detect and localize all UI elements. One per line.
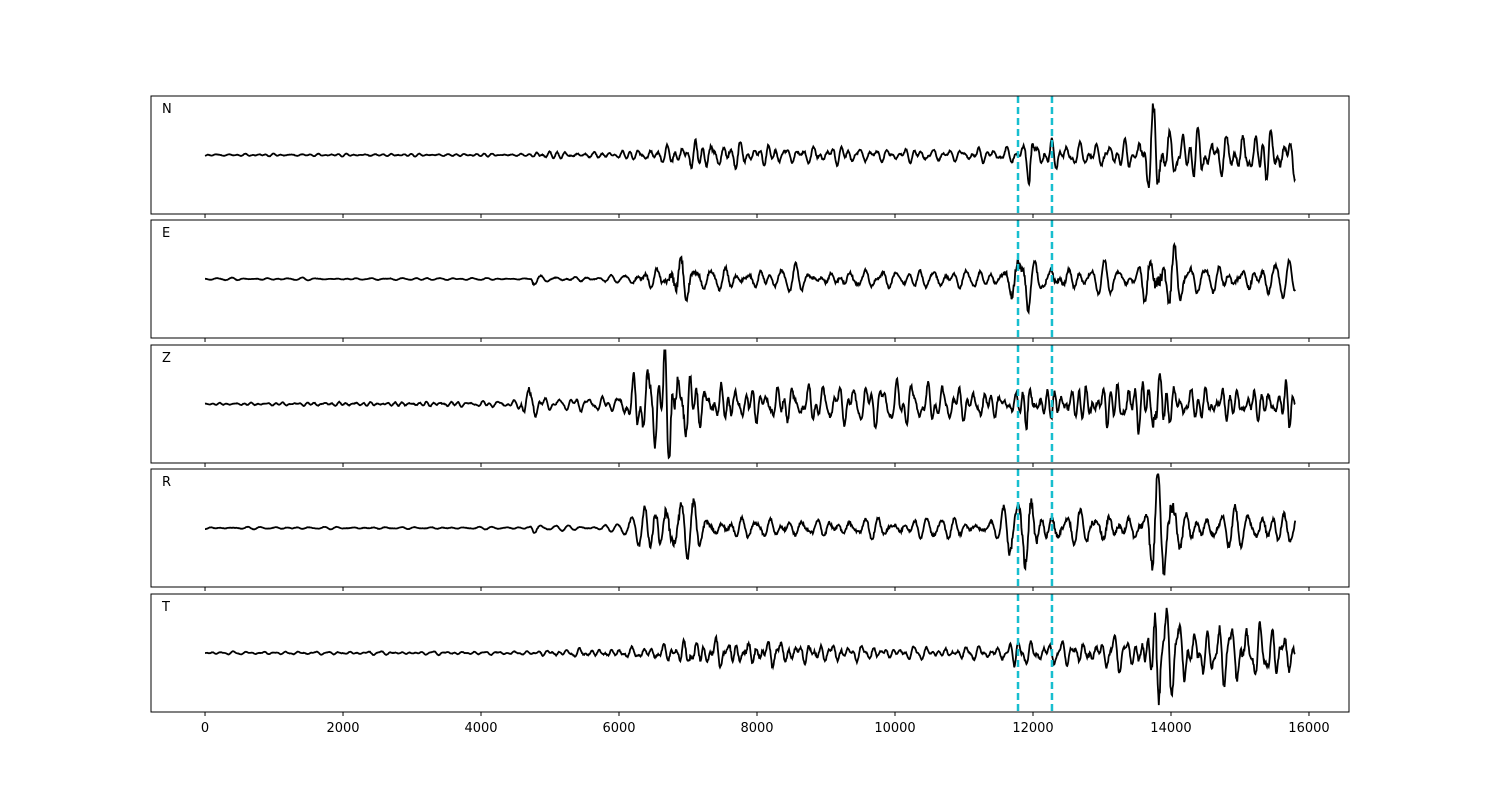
x-tick-label: 8000 (740, 721, 773, 736)
axes-frame (150, 344, 1350, 464)
waveform-R (205, 473, 1297, 576)
panel-T: T (150, 593, 1350, 716)
axes-frame (150, 95, 1350, 215)
panel-label: Z (162, 351, 171, 366)
waveform-Z (204, 349, 1296, 460)
x-tick-label: 14000 (1150, 721, 1191, 736)
x-tick-label: 12000 (1012, 721, 1053, 736)
panel-N: N (150, 95, 1350, 218)
x-tick-label: 4000 (464, 721, 497, 736)
x-tick-label: 2000 (326, 721, 359, 736)
panel-label: N (162, 102, 172, 117)
x-tick-label: 16000 (1288, 721, 1329, 736)
x-tick-label: 10000 (874, 721, 915, 736)
panel-R: R (150, 468, 1350, 591)
x-tick-label: 6000 (602, 721, 635, 736)
axes-frame (150, 593, 1350, 713)
axes-frame (150, 219, 1350, 339)
axes-frame (150, 468, 1350, 588)
waveform-N (204, 103, 1296, 188)
panel-label: E (162, 226, 170, 241)
panel-label: R (162, 475, 171, 490)
waveform-T (205, 607, 1296, 706)
panel-Z: Z (150, 344, 1350, 467)
waveform-E (205, 241, 1296, 316)
panel-label: T (161, 600, 170, 615)
panel-E: E (150, 219, 1350, 342)
x-tick-label: 0 (201, 721, 209, 736)
